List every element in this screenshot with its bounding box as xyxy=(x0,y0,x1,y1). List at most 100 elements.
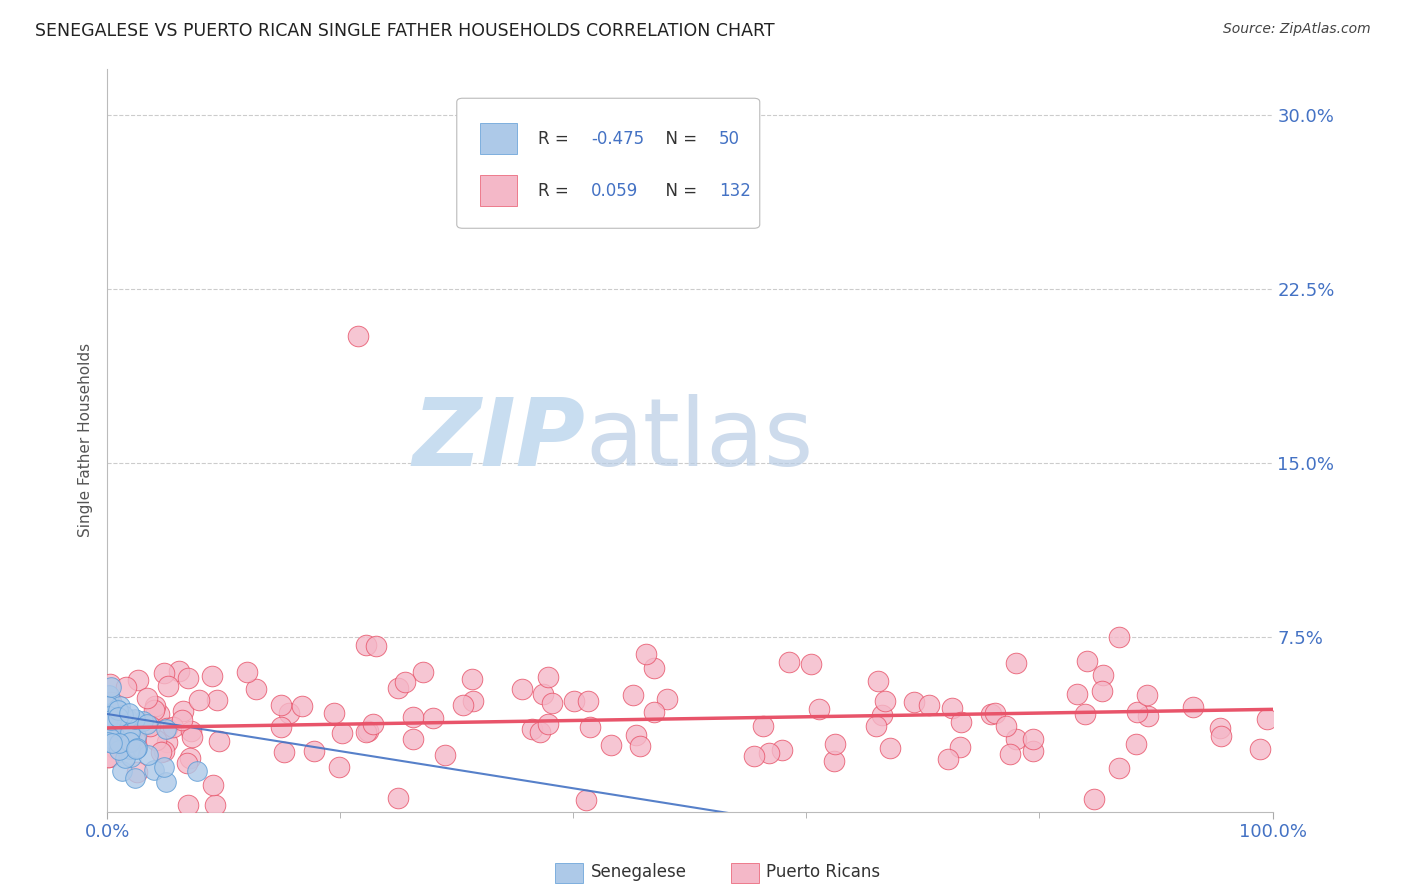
Point xyxy=(422,711,444,725)
Text: N =: N = xyxy=(655,181,702,200)
Point xyxy=(205,693,228,707)
Point xyxy=(124,772,146,786)
Point xyxy=(108,726,131,740)
Text: ZIP: ZIP xyxy=(412,394,585,486)
Point xyxy=(273,745,295,759)
Point xyxy=(97,734,120,748)
Point xyxy=(105,701,128,715)
Point xyxy=(121,724,143,739)
Point xyxy=(758,746,780,760)
Point xyxy=(872,707,894,722)
Point xyxy=(108,743,131,757)
Point xyxy=(772,743,794,757)
Text: Senegalese: Senegalese xyxy=(591,863,686,881)
Point xyxy=(460,672,482,686)
Point xyxy=(118,724,141,739)
Text: SENEGALESE VS PUERTO RICAN SINGLE FATHER HOUSEHOLDS CORRELATION CHART: SENEGALESE VS PUERTO RICAN SINGLE FATHER… xyxy=(35,22,775,40)
Point xyxy=(346,328,368,343)
Point xyxy=(537,717,560,731)
Point xyxy=(875,694,897,708)
Point xyxy=(152,665,174,680)
Point xyxy=(118,734,141,748)
Point xyxy=(434,747,457,762)
Point xyxy=(387,681,409,695)
Point xyxy=(202,778,225,792)
Point xyxy=(145,732,167,747)
Point xyxy=(1108,761,1130,775)
Point xyxy=(1125,737,1147,751)
Point xyxy=(155,775,177,789)
Point xyxy=(1076,654,1098,668)
Point xyxy=(111,707,134,722)
Point xyxy=(626,728,648,742)
Point xyxy=(510,681,533,696)
Bar xyxy=(479,175,517,206)
Point xyxy=(328,760,350,774)
Point xyxy=(153,744,176,758)
Point xyxy=(118,742,141,756)
Point xyxy=(177,797,200,812)
Point xyxy=(155,722,177,736)
Point xyxy=(100,695,122,709)
Point xyxy=(866,673,889,688)
Point xyxy=(1090,684,1112,698)
Point xyxy=(402,731,425,746)
Text: N =: N = xyxy=(655,129,702,147)
Point xyxy=(823,754,845,768)
Point xyxy=(800,657,823,671)
Point xyxy=(100,731,122,746)
Point xyxy=(634,647,657,661)
Point xyxy=(114,717,136,731)
Point xyxy=(108,736,131,750)
Point xyxy=(125,729,148,743)
Text: -0.475: -0.475 xyxy=(591,129,644,147)
Point xyxy=(177,671,200,685)
Point xyxy=(865,719,887,733)
Point xyxy=(357,724,380,739)
Point xyxy=(145,699,167,714)
Point xyxy=(575,793,598,807)
Point xyxy=(451,698,474,712)
Y-axis label: Single Father Households: Single Father Households xyxy=(79,343,93,537)
Point xyxy=(354,725,377,739)
Point xyxy=(354,638,377,652)
Text: R =: R = xyxy=(538,129,574,147)
Point xyxy=(531,687,554,701)
Point xyxy=(1066,688,1088,702)
Point xyxy=(576,694,599,708)
Point xyxy=(157,679,180,693)
Point xyxy=(98,688,121,702)
Point xyxy=(1021,732,1043,747)
Point xyxy=(1256,712,1278,726)
Point xyxy=(643,660,665,674)
Point xyxy=(125,741,148,756)
Point xyxy=(176,756,198,770)
Point xyxy=(980,707,1002,722)
Point xyxy=(98,677,121,691)
Point xyxy=(643,705,665,719)
Point xyxy=(103,714,125,728)
Point xyxy=(142,763,165,777)
Point xyxy=(1181,700,1204,714)
Point xyxy=(188,693,211,707)
Point xyxy=(115,725,138,739)
Point xyxy=(100,713,122,727)
Point xyxy=(107,721,129,735)
Point xyxy=(179,750,201,764)
Point xyxy=(201,669,224,683)
Point xyxy=(752,719,775,733)
Point xyxy=(97,749,120,764)
Point xyxy=(120,719,142,733)
FancyBboxPatch shape xyxy=(457,98,759,228)
Point xyxy=(1083,791,1105,805)
Point xyxy=(139,719,162,733)
Point xyxy=(1074,707,1097,722)
Point xyxy=(110,699,132,714)
Point xyxy=(936,752,959,766)
Point xyxy=(541,696,564,710)
Point xyxy=(136,748,159,763)
Point xyxy=(903,695,925,709)
Point xyxy=(156,721,179,735)
Point xyxy=(778,656,800,670)
Point xyxy=(172,713,194,727)
